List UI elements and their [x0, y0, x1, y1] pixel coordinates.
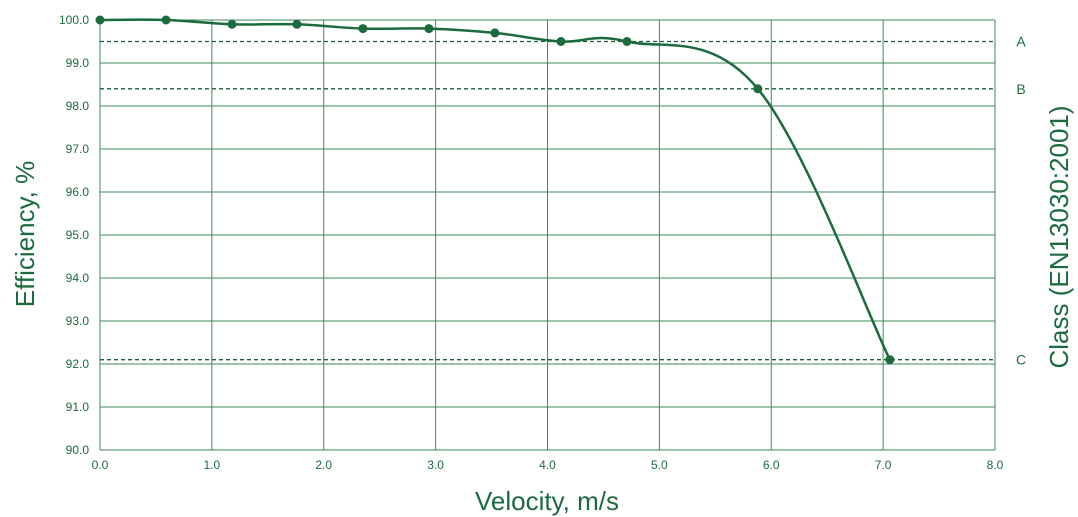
data-point: [556, 37, 566, 46]
x-tick-label: 3.0: [427, 458, 444, 472]
data-point: [424, 24, 434, 34]
data-point: [490, 28, 500, 38]
x-tick-label: 0.0: [92, 458, 109, 472]
tick-labels: 0.0 1.0 2.0 3.0 4.0 5.0 6.0 7.0 8.0 90.0 91.0 92.0 9…: [59, 13, 1004, 472]
y-tick-label: 96.0: [66, 185, 90, 199]
y-axis-title: Efficiency, %: [10, 161, 40, 307]
data-point: [95, 15, 105, 25]
class-label: C: [1016, 352, 1026, 368]
y-tick-label: 100.0: [59, 13, 89, 27]
grid-lines: [99, 19, 996, 451]
data-point: [753, 84, 763, 94]
y-tick-label: 95.0: [66, 228, 90, 242]
x-axis-title: Velocity, m/s: [475, 486, 619, 516]
data-point: [292, 19, 302, 29]
class-label: A: [1016, 34, 1026, 50]
y-tick-label: 97.0: [66, 142, 90, 156]
data-point: [227, 19, 237, 29]
data-point: [358, 24, 368, 34]
y-tick-label: 92.0: [66, 357, 90, 371]
x-tick-label: 4.0: [539, 458, 556, 472]
class-label: B: [1016, 81, 1025, 97]
class-threshold-lines: A B C: [100, 34, 1026, 368]
data-point: [885, 355, 895, 365]
efficiency-series: [95, 15, 895, 365]
y-tick-label: 98.0: [66, 99, 90, 113]
y-tick-label: 90.0: [66, 443, 90, 457]
data-point: [161, 15, 171, 25]
x-tick-label: 8.0: [987, 458, 1004, 472]
y-tick-label: 93.0: [66, 314, 90, 328]
y-tick-label: 94.0: [66, 271, 90, 285]
x-tick-label: 6.0: [763, 458, 780, 472]
x-tick-label: 1.0: [204, 458, 221, 472]
y-tick-label: 91.0: [66, 400, 90, 414]
y2-axis-title: Class (EN13030:2001): [1044, 105, 1074, 368]
x-tick-label: 5.0: [651, 458, 668, 472]
x-tick-label: 2.0: [315, 458, 332, 472]
data-point: [622, 37, 632, 46]
y-tick-label: 99.0: [66, 56, 90, 70]
x-tick-label: 7.0: [875, 458, 892, 472]
